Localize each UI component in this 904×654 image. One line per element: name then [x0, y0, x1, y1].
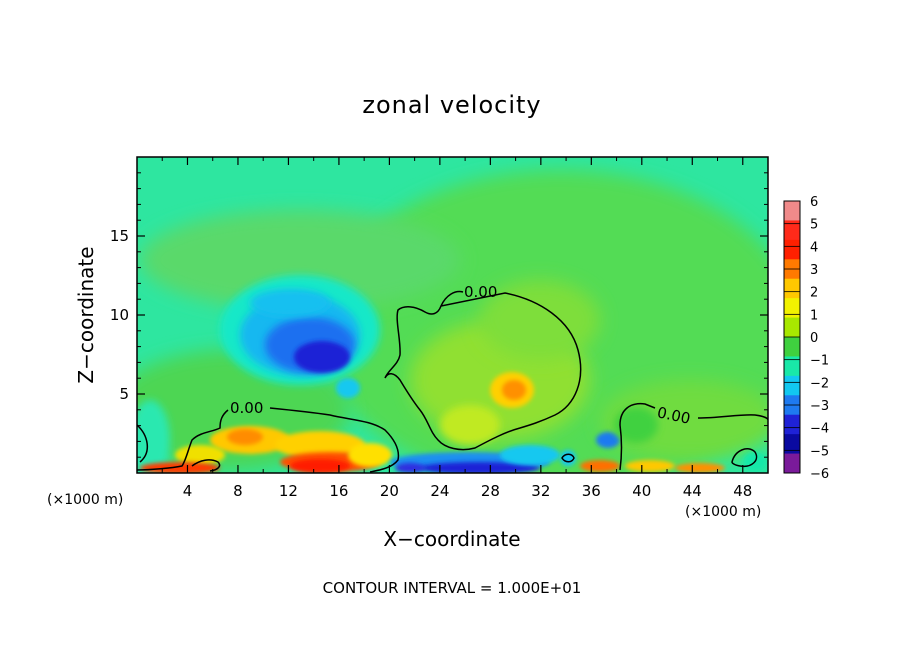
x-tick-label: 44 — [683, 482, 702, 500]
colorbar-label: −5 — [810, 444, 829, 459]
contour-line — [619, 402, 656, 471]
colorbar-swatch — [784, 278, 800, 299]
y-tick-label: 5 — [119, 385, 129, 403]
x-tick-label: 24 — [430, 482, 449, 500]
colorbar-label: 0 — [810, 331, 818, 346]
contour-line — [697, 414, 768, 421]
contour-label: 0.00 — [230, 399, 263, 417]
colorbar-label: 5 — [810, 218, 818, 233]
colorbar-swatch — [784, 414, 800, 435]
contour-line — [731, 448, 758, 468]
colorbar: 6 5 4 3 2 1 0 −1 −2 −3 −4 −5 −6 — [783, 195, 829, 482]
x-tick-label: 48 — [733, 482, 752, 500]
x-tick-label: 32 — [531, 482, 550, 500]
x-tick-label: 16 — [329, 482, 348, 500]
contour-label: 0.00 — [464, 283, 497, 301]
colorbar-label: −6 — [810, 467, 829, 482]
zero-contours — [137, 290, 768, 473]
colorbar-swatch — [784, 337, 800, 357]
y-tick-label: 10 — [110, 306, 129, 324]
colorbar-label: −4 — [810, 422, 829, 437]
heatmap-field — [137, 157, 768, 473]
colorbar-label: 3 — [810, 263, 818, 278]
colorbar-swatch — [784, 220, 800, 241]
colorbar-label: 1 — [810, 308, 818, 323]
colorbar-swatch — [784, 201, 800, 221]
x-tick-label: 8 — [233, 482, 243, 500]
colorbar-swatch — [784, 453, 800, 474]
x-tick-label: 36 — [582, 482, 601, 500]
contour-line — [191, 459, 221, 472]
x-tick-label: 20 — [380, 482, 399, 500]
chart-title: zonal velocity — [362, 91, 541, 119]
colorbar-swatch — [784, 356, 800, 377]
colorbar-swatch — [784, 375, 800, 396]
colorbar-label: −1 — [810, 354, 829, 369]
contour-line — [384, 290, 582, 451]
colorbar-swatch — [784, 298, 800, 319]
colorbar-swatch — [784, 239, 800, 260]
colorbar-swatch — [784, 317, 800, 338]
x-tick-label: 40 — [632, 482, 651, 500]
colorbar-swatch — [784, 434, 800, 455]
x-tick-label: 4 — [183, 482, 193, 500]
y-axis-label: Z−coordinate — [74, 246, 98, 383]
colorbar-label: 2 — [810, 286, 818, 301]
colorbar-label: −3 — [810, 399, 829, 414]
contour-interval-note: CONTOUR INTERVAL = 1.000E+01 — [323, 579, 582, 597]
colorbar-label: 6 — [810, 195, 818, 210]
x-tick-label: 12 — [279, 482, 298, 500]
x-axis-unit-right: (×1000 m) — [685, 504, 761, 520]
x-axis-unit-left: (×1000 m) — [47, 492, 123, 508]
x-axis: 4 8 12 16 20 24 28 32 36 40 44 48 — [161, 157, 752, 500]
contour-line — [137, 424, 148, 463]
y-axis: 5 10 15 — [110, 172, 768, 458]
contour-line — [137, 409, 229, 471]
colorbar-label: 4 — [810, 240, 818, 255]
x-axis-label: X−coordinate — [383, 527, 520, 551]
contour-line — [269, 407, 400, 473]
contour-line — [561, 453, 575, 463]
colorbar-label: −2 — [810, 376, 829, 391]
x-tick-label: 28 — [481, 482, 500, 500]
y-tick-label: 15 — [110, 227, 129, 245]
